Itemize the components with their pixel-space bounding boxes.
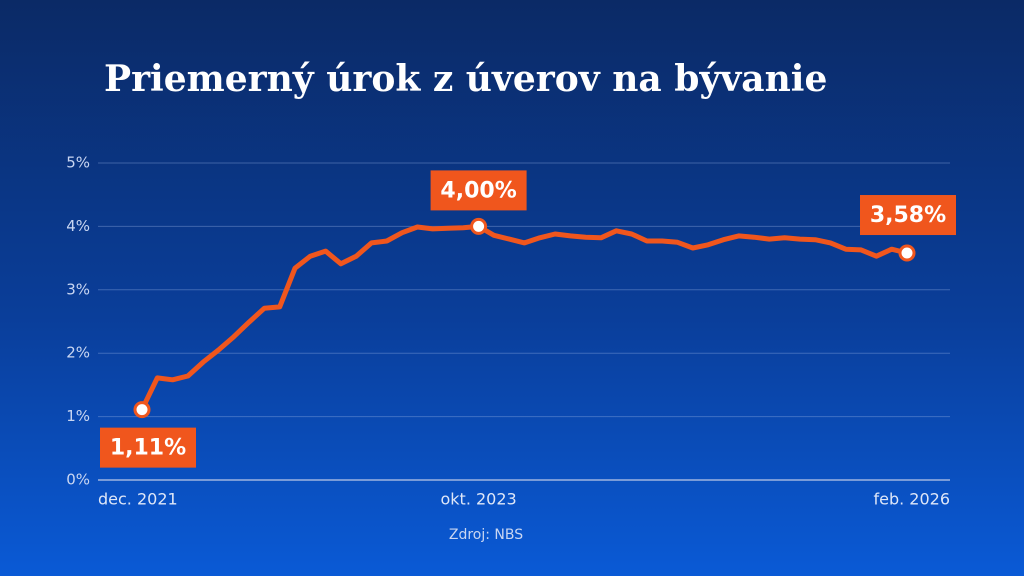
x-tick-label: okt. 2023: [440, 490, 516, 509]
source: Zdroj: NBS: [449, 527, 523, 543]
y-tick-label: 5%: [66, 154, 90, 172]
value-label: 1,11%: [110, 436, 186, 461]
marker: [898, 244, 916, 262]
value-label-box: [860, 195, 956, 236]
value-label-box: [100, 427, 196, 468]
chart-title: Priemerný úrok z úverov na bývanie: [104, 58, 827, 100]
value-label: 3,58%: [870, 203, 946, 228]
line: [139, 223, 910, 413]
x-tick-label: dec. 2021: [98, 490, 178, 509]
marker: [470, 217, 488, 235]
y-tick-label: 3%: [66, 280, 90, 298]
y-tick-label: 1%: [66, 407, 90, 425]
y-tick-label: 2%: [66, 344, 90, 362]
x-tick-label: feb. 2026: [873, 490, 950, 509]
value-label-box: [430, 170, 527, 211]
y-tick-label: 4%: [66, 217, 90, 235]
value-label: 4,00%: [440, 178, 516, 203]
y-tick-label: 0%: [66, 471, 90, 489]
marker: [133, 401, 151, 419]
